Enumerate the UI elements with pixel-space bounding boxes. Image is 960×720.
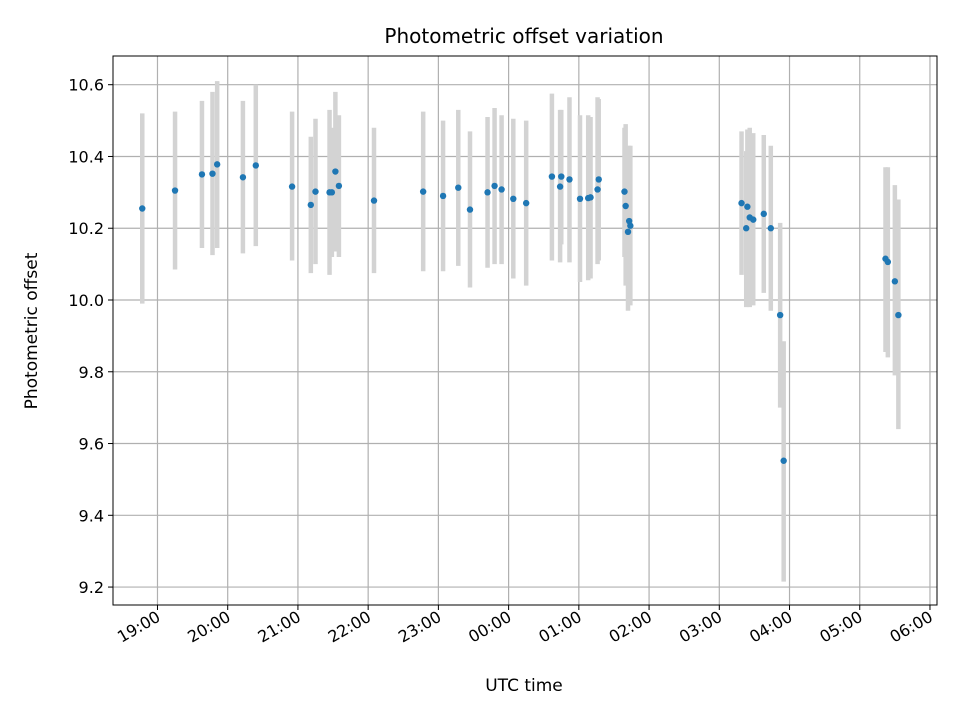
y-axis-label: Photometric offset [22,252,42,409]
data-points [139,161,902,464]
y-tick-label: 9.6 [79,435,104,454]
data-point [750,216,757,223]
data-point [288,183,296,190]
data-point [198,171,206,178]
data-point [622,202,629,210]
data-point [332,168,339,175]
data-point [252,162,259,169]
data-point [576,195,584,203]
y-tick-label: 10.0 [68,291,104,310]
data-point [484,189,491,196]
data-point [738,199,745,207]
data-point [498,186,505,193]
data-point [209,170,216,177]
data-point [312,188,319,195]
data-point [595,176,602,183]
data-point [760,210,767,218]
data-point [510,195,517,203]
data-point [780,457,787,464]
data-point [491,182,498,190]
data-point [556,183,564,190]
y-tick-label: 9.4 [79,506,104,525]
y-tick-label: 10.6 [68,76,104,95]
data-point [587,194,594,201]
plot-frame [112,55,938,606]
data-point [139,205,146,212]
data-point [239,174,247,181]
data-point [744,203,751,210]
data-point [767,225,774,232]
data-point [624,228,632,236]
y-tick-label: 10.2 [68,219,104,238]
y-tick-label: 9.8 [79,363,104,382]
data-point [895,311,902,319]
data-point [594,186,601,193]
data-point [455,184,462,191]
data-point [419,188,427,195]
data-point [466,206,474,213]
data-point [884,258,892,266]
data-point [743,225,750,232]
data-point [776,311,784,319]
data-point [335,182,343,190]
y-axis: 9.2 9.4 9.6 9.8 10.0 10.2 10.4 10.6 [68,76,113,597]
data-point [566,176,573,183]
data-point [171,187,179,194]
data-point [213,161,221,168]
grid [113,56,937,605]
chart-title: Photometric offset variation [384,24,663,48]
data-point [522,199,530,207]
data-point [328,189,336,196]
data-point [548,173,556,180]
x-axis-label: UTC time [485,676,563,696]
data-point [891,278,899,285]
data-point [621,188,628,195]
data-point [370,197,378,204]
y-tick-label: 9.2 [79,578,104,597]
data-point [627,222,634,229]
data-point [558,173,565,180]
y-tick-label: 10.4 [68,147,104,166]
data-point [307,201,315,209]
data-point [439,192,447,200]
